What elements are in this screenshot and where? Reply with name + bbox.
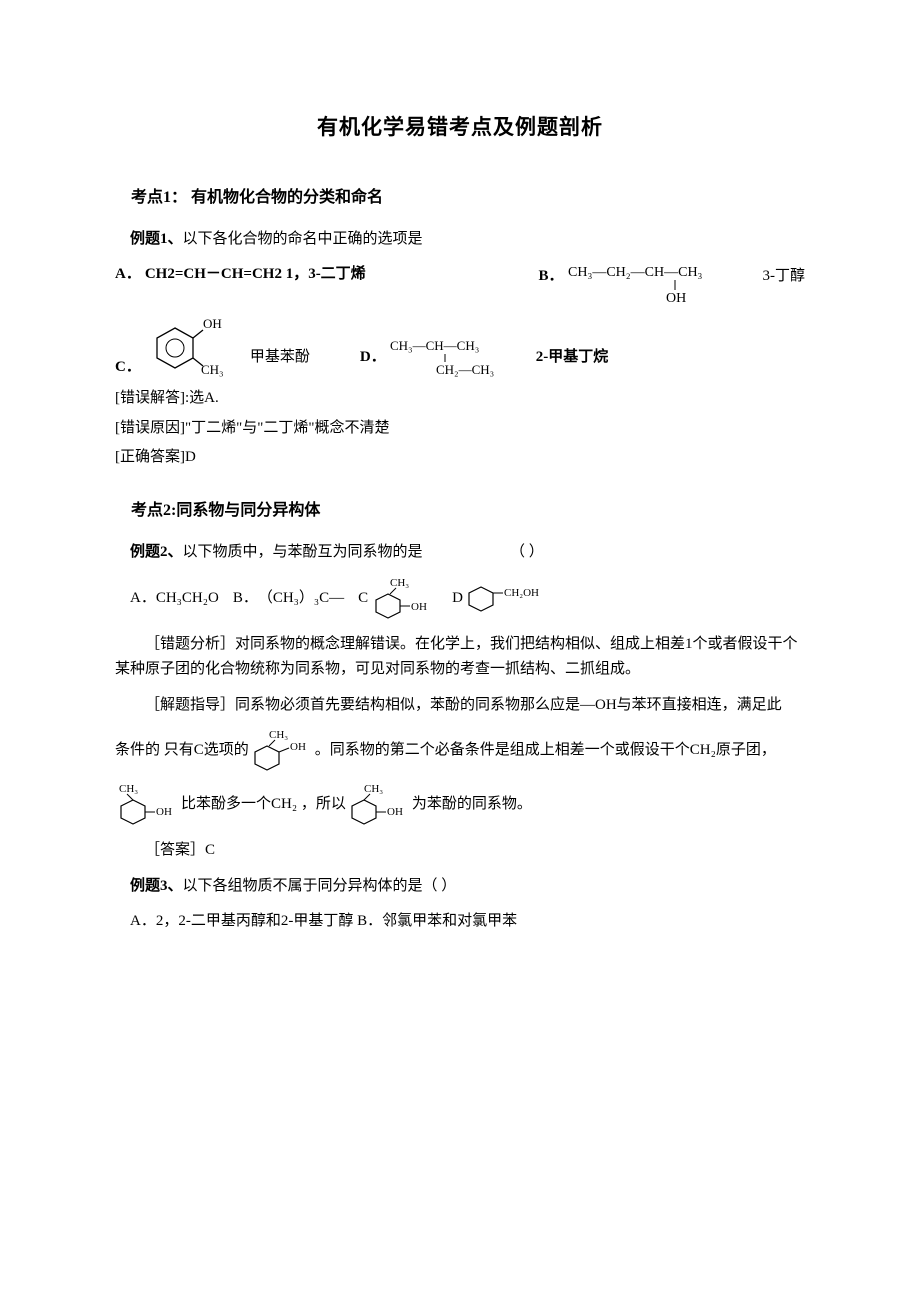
opt2-d-label: D: [452, 586, 463, 612]
svg-text:OH: OH: [666, 291, 686, 304]
opt-d-label: D．: [360, 345, 386, 371]
ex3-label: 例题3、: [130, 878, 183, 894]
doc-title: 有机化学易错考点及例题剖析: [115, 110, 805, 146]
ex2-stem: 例题2、以下物质中，与苯酚互为同系物的是 （ ）: [115, 540, 805, 566]
opt-b-label: B．: [538, 264, 563, 290]
svg-text:OH: OH: [387, 806, 403, 818]
opt2-a-text: CH₃CH₂O: [156, 586, 219, 612]
cond-post: 。同系物的第二个必备条件是组成上相差一个或假设干个CH₂原子团，: [315, 738, 776, 764]
ex2-analysis1: ［错题分析］对同系物的概念理解错误。在化学上，我们把结构相似、组成上相差1个或者…: [115, 632, 805, 683]
line3-end: 为苯酚的同系物。: [412, 792, 532, 818]
opt2-c-label: C: [358, 586, 368, 612]
ex1-stem: 例题1、以下各化合物的命名中正确的选项是: [115, 227, 805, 253]
ex1-opt-b: B． CH₃—CH₂—CH—CH₃ OH 3-丁醇: [538, 262, 805, 304]
methylbutane-icon: CH₃—CH—CH₃ CH₂—CH₃: [390, 336, 530, 378]
ex3-stem: 例题3、以下各组物质不属于同分异构体的是（ ）: [115, 874, 805, 900]
topic2-heading: 考点2:同系物与同分异构体: [115, 497, 805, 524]
ex3-stem-text: 以下各组物质不属于同分异构体的是（ ）: [183, 878, 457, 894]
ex1-correct: [正确答案]D: [115, 445, 805, 471]
ex1-stem-text: 以下各化合物的命名中正确的选项是: [183, 231, 423, 247]
ex2-cond-row: 条件的 只有C选项的 CH₃ OH 。同系物的第二个必备条件是组成上相差一个或假…: [115, 728, 805, 774]
line3-mid: 比苯酚多一个CH₂ ，所以: [181, 792, 346, 818]
svg-text:CH₂—CH₃: CH₂—CH₃: [436, 362, 494, 377]
ex2-answer: ［答案］C: [115, 838, 805, 864]
cresol-icon-c: CH₃ OH: [368, 576, 438, 622]
ex2-line3: CH₃ OH 比苯酚多一个CH₂ ，所以 CH₃ OH 为苯酚的同系物。: [115, 782, 805, 828]
opt-d-name: 2-甲基丁烷: [536, 345, 609, 371]
opt-a-text: CH2=CH－CH=CH2 1，3-二丁烯: [145, 266, 366, 282]
svg-text:CH₃—CH—CH₃: CH₃—CH—CH₃: [390, 338, 479, 353]
benzylalcohol-icon: CH₂OH: [463, 579, 553, 619]
ex2-label: 例题2、: [130, 544, 183, 560]
opt2-a-label: A．: [130, 586, 156, 612]
ex2-analysis2: ［解题指导］同系物必须首先要结构相似，苯酚的同系物那么应是—OH与苯环直接相连，…: [115, 693, 805, 719]
svg-text:OH: OH: [203, 316, 222, 331]
svg-text:CH₃—CH₂—CH—CH₃: CH₃—CH₂—CH—CH₃: [568, 265, 703, 280]
svg-text:OH: OH: [411, 601, 427, 613]
svg-text:CH₃: CH₃: [364, 783, 383, 795]
svg-text:OH: OH: [156, 806, 172, 818]
opt-c-label: C．: [115, 355, 141, 381]
ex1-row-ab: A．CH2=CH－CH=CH2 1，3-二丁烯 B． CH₃—CH₂—CH—CH…: [115, 262, 805, 304]
svg-text:CH₃: CH₃: [201, 362, 224, 377]
opt2-b-text: （CH₃）₃C—: [258, 586, 344, 612]
svg-text:CH₃: CH₃: [119, 783, 138, 795]
ex1-label: 例题1、: [130, 231, 183, 247]
svg-text:OH: OH: [290, 741, 306, 753]
topic1-heading: 考点1： 有机物化合物的分类和命名: [115, 184, 805, 211]
methylphenol-icon: OH CH₃: [145, 310, 240, 380]
cond-pre: 条件的 只有C选项的: [115, 738, 249, 764]
cresol-icon-inline2: CH₃ OH: [115, 782, 181, 828]
opt2-b-label: B．: [233, 586, 258, 612]
opt-a-label: A．: [115, 266, 141, 282]
ex2-paren: （ ）: [510, 544, 544, 560]
svg-text:CH₂OH: CH₂OH: [504, 587, 539, 599]
butanol-structure-icon: CH₃—CH₂—CH—CH₃ OH: [568, 262, 753, 304]
ex1-opt-a: A．CH2=CH－CH=CH2 1，3-二丁烯: [115, 262, 538, 288]
opt-b-name: 3-丁醇: [763, 264, 806, 290]
cresol-icon-inline1: CH₃ OH: [249, 728, 315, 774]
svg-text:CH₃: CH₃: [390, 577, 409, 589]
ex2-options: A． CH₃CH₂O B． （CH₃）₃C— C CH₃ OH D CH₂OH: [115, 576, 805, 622]
page-root: 有机化学易错考点及例题剖析 考点1： 有机物化合物的分类和命名 例题1、以下各化…: [0, 0, 920, 1302]
opt-c-name: 甲基苯酚: [250, 345, 310, 371]
ex2-stem-text: 以下物质中，与苯酚互为同系物的是: [183, 544, 423, 560]
ex3-opt-a: A．2，2-二甲基丙醇和2-甲基丁醇 B．邻氯甲苯和对氯甲苯: [115, 909, 805, 935]
ex1-err-ans: [错误解答]:选A.: [115, 386, 805, 412]
cresol-icon-inline3: CH₃ OH: [346, 782, 412, 828]
ex1-err-reason: [错误原因]"丁二烯"与"二丁烯"概念不清楚: [115, 416, 805, 442]
ex1-row-cd: C． OH CH₃ 甲基苯酚 D． CH₃—CH—CH₃ CH₂—CH₃ 2-甲…: [115, 310, 805, 380]
svg-text:CH₃: CH₃: [269, 729, 288, 741]
